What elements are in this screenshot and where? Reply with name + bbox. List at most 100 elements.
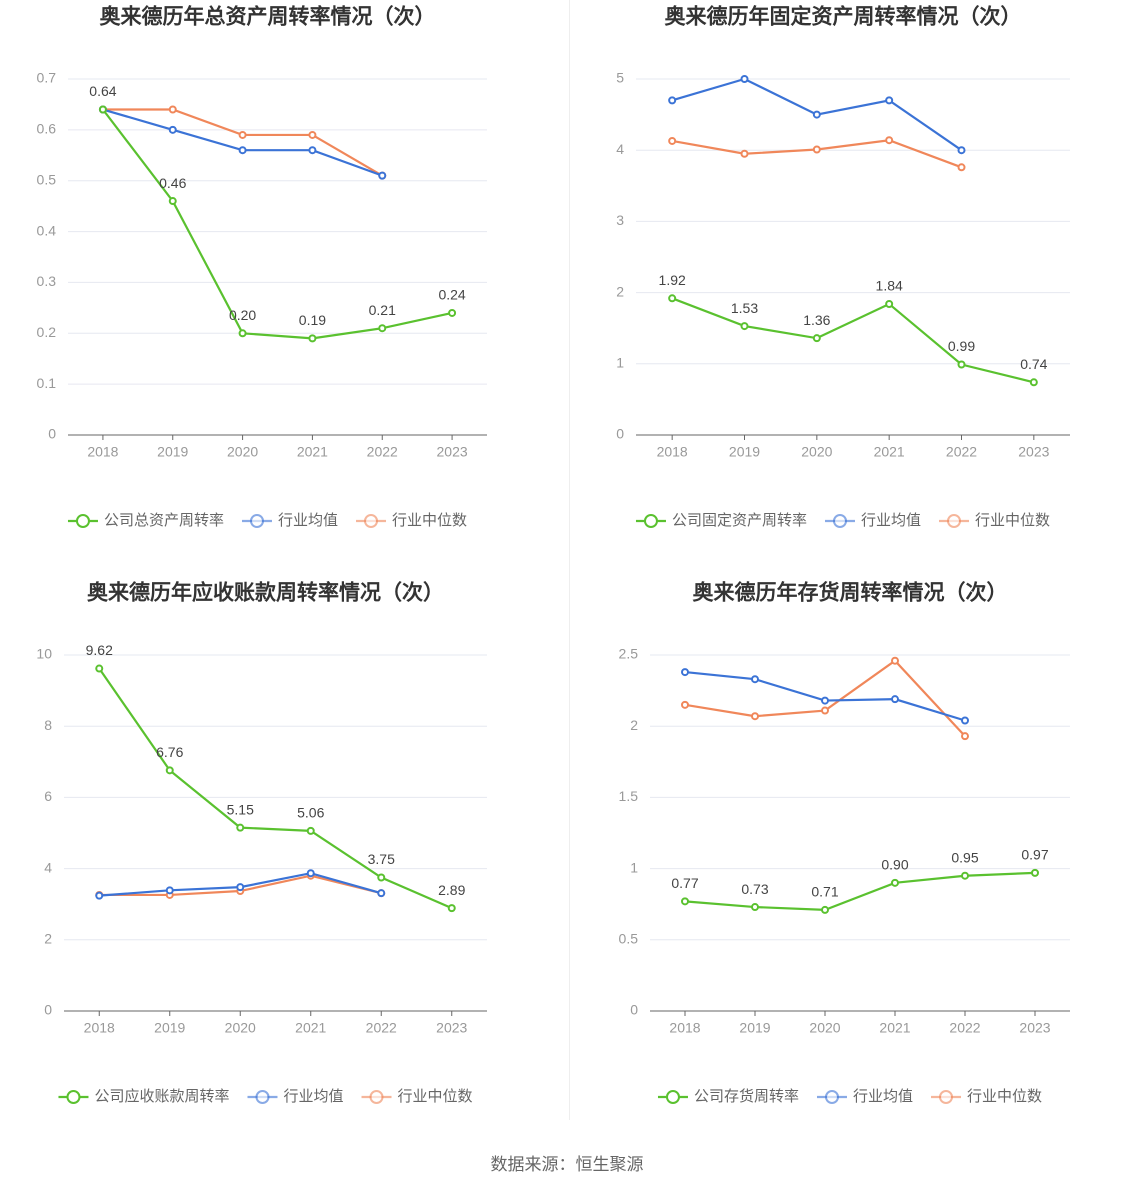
data-point — [891, 656, 899, 665]
legend-label: 行业均值 — [278, 512, 338, 529]
y-tick-label: 3 — [616, 212, 624, 228]
data-point — [165, 766, 174, 775]
data-point — [961, 716, 969, 725]
data-point — [377, 889, 386, 898]
legend: 公司总资产周转率 行业均值 行业中位数 — [67, 512, 467, 529]
data-point — [668, 96, 677, 105]
x-tick-label: 2021 — [295, 1020, 326, 1036]
data-point — [821, 905, 829, 914]
data-point — [957, 146, 966, 155]
legend-marker — [369, 1090, 384, 1104]
y-tick-label: 0.7 — [37, 70, 57, 86]
data-point — [308, 130, 317, 139]
data-point — [168, 197, 177, 206]
legend: 公司固定资产周转率 行业均值 行业中位数 — [635, 512, 1050, 529]
legend-label: 行业中位数 — [398, 1088, 473, 1105]
chart-title: 奥来德历年总资产周转率情况（次） — [100, 5, 436, 29]
series-line — [671, 297, 1035, 384]
y-tick-label: 0.3 — [37, 273, 57, 289]
legend-label: 行业均值 — [861, 512, 921, 529]
x-tick-label: 2022 — [367, 444, 398, 460]
y-tick-label: 2.5 — [619, 646, 639, 662]
data-label: 0.21 — [369, 302, 396, 318]
legend-marker — [939, 1090, 954, 1104]
data-point — [668, 294, 677, 303]
series-line — [671, 139, 962, 169]
data-point — [821, 696, 829, 705]
legend: 公司应收账款周转率 行业均值 行业中位数 — [58, 1087, 473, 1105]
x-tick-label: 2021 — [879, 1020, 910, 1036]
data-label: 0.99 — [948, 338, 975, 354]
x-tick-label: 2019 — [154, 1020, 185, 1036]
data-label: 0.24 — [438, 287, 465, 303]
y-tick-label: 0.4 — [37, 222, 57, 238]
chart-title: 奥来德历年固定资产周转率情况（次） — [665, 5, 1022, 29]
data-point — [165, 886, 174, 895]
y-tick-label: 0.2 — [37, 324, 57, 340]
data-label: 0.73 — [741, 881, 768, 897]
data-label: 0.95 — [951, 849, 978, 865]
data-label: 0.90 — [881, 857, 908, 873]
data-label: 3.75 — [368, 851, 395, 867]
data-label: 1.92 — [659, 272, 686, 288]
data-label: 0.46 — [159, 175, 186, 191]
legend-marker — [824, 1090, 839, 1104]
legend-label: 行业中位数 — [392, 512, 467, 529]
data-point — [306, 826, 315, 835]
x-tick-label: 2022 — [946, 444, 977, 460]
data-label: 0.19 — [299, 312, 326, 328]
data-point — [306, 869, 315, 878]
data-label: 1.36 — [803, 312, 830, 328]
legend-marker — [643, 514, 658, 528]
data-point — [812, 334, 821, 343]
data-point — [891, 695, 899, 704]
data-label: 5.15 — [227, 801, 254, 817]
y-tick-label: 0 — [48, 426, 56, 442]
data-point — [740, 149, 749, 158]
data-point — [812, 110, 821, 119]
x-tick-label: 2023 — [437, 444, 468, 460]
y-tick-label: 1.5 — [619, 788, 639, 804]
data-point — [668, 136, 677, 145]
data-point — [961, 732, 969, 741]
data-label: 0.20 — [229, 307, 256, 323]
data-point — [885, 136, 894, 145]
y-tick-label: 10 — [36, 646, 52, 662]
x-tick-label: 2019 — [729, 444, 760, 460]
data-point — [961, 871, 969, 880]
data-point — [238, 329, 247, 338]
legend-label: 公司应收账款周转率 — [94, 1087, 229, 1105]
x-tick-label: 2018 — [87, 444, 118, 460]
data-point — [681, 897, 689, 906]
y-tick-label: 2 — [616, 283, 624, 299]
data-label: 5.06 — [297, 805, 324, 821]
data-point — [378, 171, 387, 180]
data-label: 2.89 — [438, 882, 465, 898]
data-point — [740, 75, 749, 83]
data-point — [740, 322, 749, 331]
data-label: 0.77 — [671, 875, 698, 891]
data-point — [378, 324, 387, 333]
y-tick-label: 2 — [44, 931, 52, 947]
series-line — [684, 871, 1036, 912]
y-tick-label: 2 — [630, 717, 638, 733]
y-tick-label: 0.5 — [37, 171, 57, 187]
x-tick-label: 2021 — [297, 444, 328, 460]
y-tick-label: 0.5 — [619, 931, 639, 947]
y-tick-label: 0.1 — [37, 375, 57, 391]
x-tick-label: 2023 — [1018, 444, 1049, 460]
legend-label: 公司固定资产周转率 — [672, 512, 807, 529]
y-tick-label: 0 — [44, 1002, 52, 1018]
y-tick-label: 4 — [616, 141, 624, 157]
legend-label: 行业中位数 — [975, 512, 1050, 529]
data-label: 6.76 — [156, 744, 183, 760]
x-tick-label: 2022 — [949, 1020, 980, 1036]
data-point — [377, 873, 386, 882]
y-tick-label: 0 — [616, 426, 624, 442]
data-point — [751, 903, 759, 912]
data-point — [681, 668, 689, 677]
y-tick-label: 0 — [630, 1002, 638, 1018]
data-point — [308, 146, 317, 155]
data-label: 0.74 — [1020, 356, 1047, 372]
